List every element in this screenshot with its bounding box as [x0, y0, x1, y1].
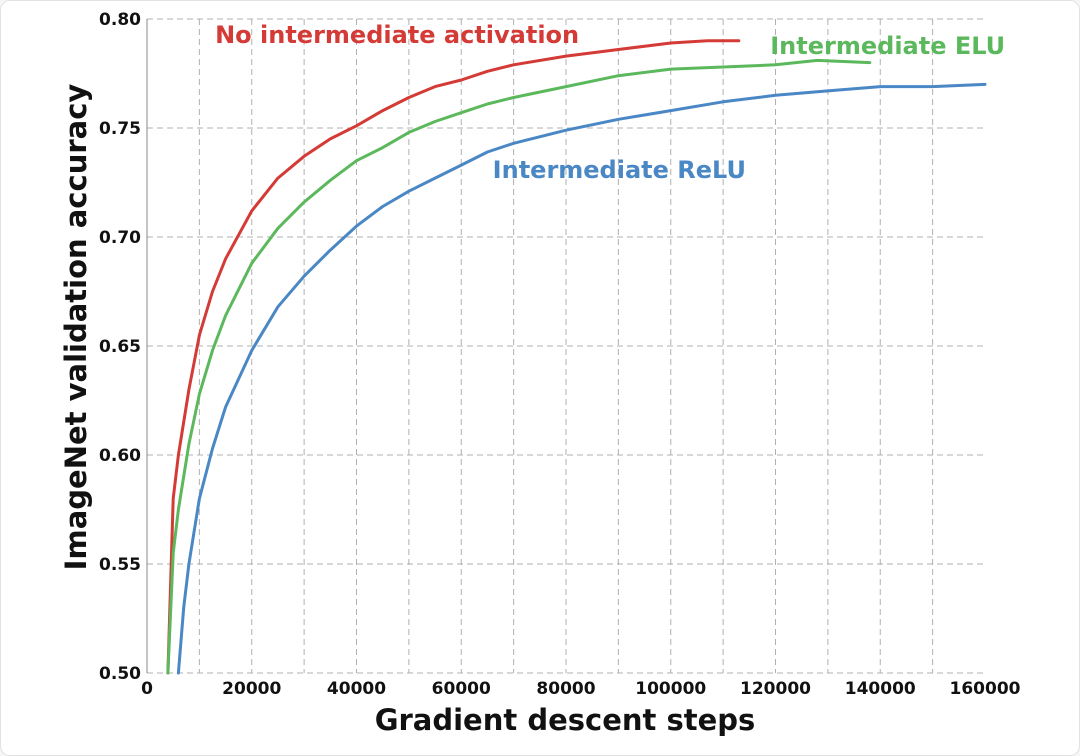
x-tick-label: 120000	[740, 679, 811, 699]
y-tick-label: 0.60	[99, 446, 141, 466]
y-tick-label: 0.65	[99, 337, 141, 357]
y-tick-label: 0.55	[99, 555, 141, 575]
series-line-0	[166, 39, 741, 675]
gridlines	[146, 18, 985, 674]
series-line-1	[166, 58, 872, 675]
x-tick-label: 0	[141, 679, 153, 699]
series-labels: No intermediate activation Intermediate E…	[215, 21, 1005, 184]
series-label-2: Intermediate ReLU	[493, 156, 746, 184]
y-tick-label: 0.80	[99, 10, 141, 30]
x-tick-label: 60000	[432, 679, 491, 699]
x-axis-title: Gradient descent steps	[375, 703, 756, 737]
x-tick-label: 140000	[845, 679, 916, 699]
x-tick-label: 40000	[327, 679, 386, 699]
y-tick-label: 0.75	[99, 119, 141, 139]
series-label-1: Intermediate ELU	[770, 32, 1005, 60]
y-tick-label: 0.70	[99, 228, 141, 248]
series-lines	[166, 39, 987, 675]
x-tick-label: 100000	[635, 679, 706, 699]
x-tick-label: 160000	[950, 679, 1021, 699]
tick-labels: 0 20000 40000 60000 80000 100000 120000 140000 1…	[99, 10, 1021, 699]
y-tick-label: 0.50	[99, 664, 141, 684]
y-axis-title: ImageNet validation accuracy	[59, 84, 93, 571]
x-tick-label: 20000	[222, 679, 281, 699]
series-label-0: No intermediate activation	[215, 21, 579, 49]
x-tick-label: 80000	[536, 679, 595, 699]
series-line-2	[176, 82, 987, 675]
